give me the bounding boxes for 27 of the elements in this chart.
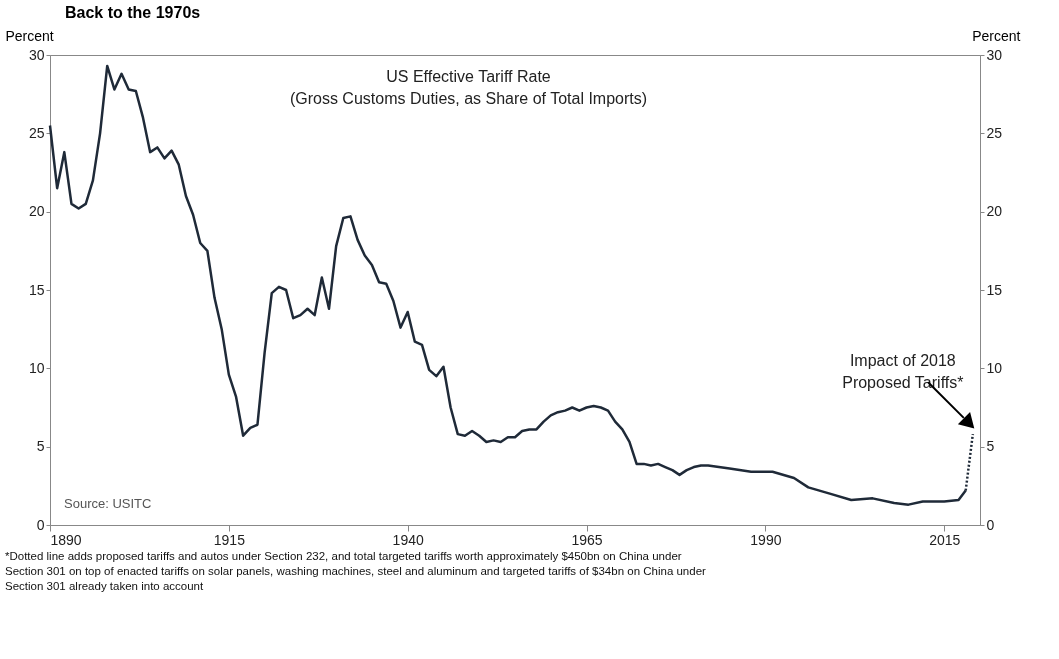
x-tick-label: 2015 (929, 531, 961, 548)
y-tick-label: 10 (28, 359, 45, 376)
annotation: US Effective Tariff Rate (Gross Customs Duties, as Share of Total Imports) (289, 68, 648, 107)
y-axis-title: Percent (5, 27, 54, 44)
y2-axis-title: Percent (972, 27, 1021, 44)
y-tick-label: 5 (36, 438, 45, 455)
x-tick-label: 1890 (50, 531, 82, 548)
text: *Dotted line adds proposed tariffs and autos under Section 232, and total targeted tariffs worth approximately $450bn on China under Section 301 on top of enacted tariffs on solar panels, washing machines, steel and aluminum and targeted tariffs of $34bn on China under Section 301 already taken into account (5, 550, 707, 592)
y2-tick-label: 15 (986, 281, 1003, 298)
y-tick-label: 15 (28, 281, 45, 298)
y-tick-label: 0 (36, 516, 45, 533)
annotation: Source: USITC (64, 496, 152, 511)
y2-tick-label: 10 (986, 359, 1003, 376)
y-tick-label: 30 (28, 46, 45, 63)
y2-tick-label: 5 (986, 438, 995, 455)
x-tick-label: 1990 (750, 531, 782, 548)
y-tick-label: 25 (28, 124, 45, 141)
annotation: Impact of 2018 Proposed Tariffs* (842, 352, 964, 391)
y2-tick-label: 0 (986, 516, 995, 533)
y2-tick-label: 20 (986, 203, 1003, 220)
x-tick-label: 1915 (213, 531, 246, 548)
x-tick-label: 1940 (392, 531, 424, 548)
x-tick-label: 1965 (571, 531, 603, 548)
y2-tick-label: 30 (986, 46, 1003, 63)
chart-title: Back to the 1970s (65, 4, 201, 21)
y2-tick-label: 25 (986, 124, 1003, 141)
y-tick-label: 20 (28, 203, 45, 220)
